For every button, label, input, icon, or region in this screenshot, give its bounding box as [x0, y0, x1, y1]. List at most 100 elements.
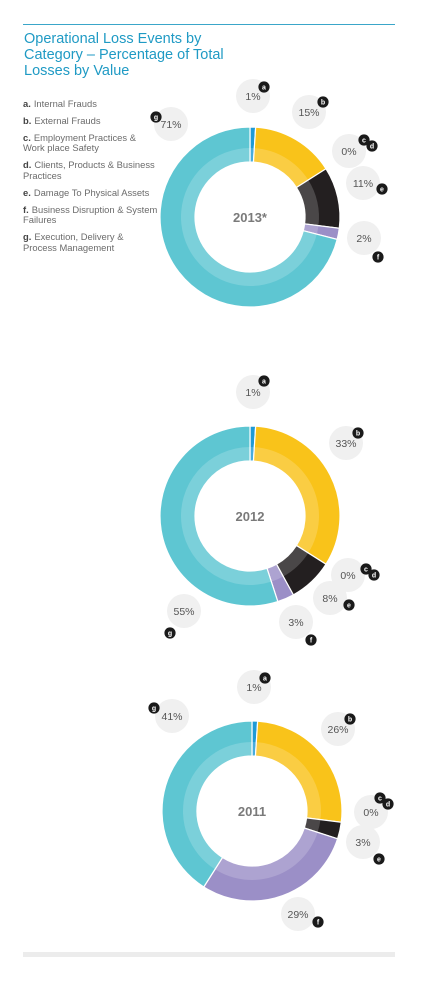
data-label-g: 41% [161, 711, 182, 723]
category-badge-f [305, 634, 317, 646]
category-badge-letter-f: f [317, 919, 320, 926]
label-bubble-e [346, 825, 380, 859]
legend-key: e. [23, 186, 31, 198]
category-badge-letter-f: f [377, 254, 380, 261]
top-rule [23, 24, 395, 25]
slice-e-inner-shade [296, 180, 319, 226]
data-label-b: 33% [335, 438, 356, 450]
category-badge-a [259, 672, 271, 684]
label-bubble-e [346, 166, 380, 200]
label-bubble-b [292, 95, 326, 129]
category-badge-letter-g: g [154, 114, 158, 121]
label-bubble-c [332, 134, 366, 168]
legend: a. Internal Frauds b. External Frauds c. Em… [23, 98, 158, 260]
category-badge-letter-c: c [362, 137, 366, 144]
category-badge-b [352, 427, 364, 439]
slice-g [159, 425, 279, 607]
data-label-a: 1% [245, 91, 260, 103]
donut-chart-2: 2011 1%a 26%b 0%cd 3% e 29% f 41% g [148, 670, 394, 931]
label-bubble-g [155, 699, 189, 733]
category-badge-e [373, 853, 385, 865]
category-badge-letter-e: e [377, 856, 381, 863]
category-badge-letter-b: b [321, 99, 325, 106]
slice-f-inner-shade [215, 827, 318, 880]
category-badge-letter-c: c [364, 566, 368, 573]
data-label-c: 0% [341, 146, 356, 158]
donut-chart-1: 2012 1%a 33%b 0% cd 8% e 3% f 55% g [159, 375, 380, 646]
category-badge-letter-a: a [262, 378, 266, 385]
data-label-f: 2% [356, 233, 371, 245]
data-label-g: 71% [160, 119, 181, 131]
chart-center-year: 2012 [236, 509, 265, 524]
data-label-e: 11% [353, 178, 373, 190]
category-badge-letter-g: g [152, 705, 156, 712]
data-label-c: 0% [340, 570, 355, 582]
data-label-g: 55% [173, 606, 194, 618]
slice-g [159, 126, 338, 308]
legend-item-f: f. Business Disruption & System Failures [23, 203, 158, 227]
slice-g [161, 720, 253, 888]
legend-label: Execution, Delivery & Process Management [23, 231, 124, 253]
category-badge-c [358, 134, 370, 146]
bottom-rule [23, 952, 395, 957]
category-badge-letter-b: b [356, 430, 360, 437]
legend-item-e: e. Damage To Physical Assets [23, 186, 158, 199]
label-bubble-g [154, 107, 188, 141]
slice-g-inner-shade [181, 447, 272, 586]
slice-e-inner-shade [276, 545, 309, 577]
category-badge-letter-e: e [347, 602, 351, 609]
label-bubble-c [331, 558, 365, 592]
category-badge-b [344, 713, 356, 725]
category-badge-e [343, 599, 355, 611]
label-bubble-g [167, 594, 201, 628]
page-title: Operational Loss Events by Category – Pe… [24, 31, 224, 79]
legend-label: Clients, Products & Business Practices [23, 159, 155, 181]
label-bubble-f [347, 221, 381, 255]
category-badge-a [258, 375, 270, 387]
legend-item-d: d. Clients, Products & Business Practices [23, 159, 158, 182]
category-badge-f [372, 251, 384, 263]
legend-key: a. [23, 98, 31, 109]
legend-label: Business Disruption & System Failures [23, 203, 158, 226]
category-badge-letter-e: e [380, 186, 384, 193]
category-badge-letter-a: a [263, 675, 267, 682]
category-badge-letter-g: g [168, 630, 172, 637]
data-label-a: 1% [245, 387, 260, 399]
legend-key: b. [23, 114, 32, 126]
category-badge-e [376, 183, 388, 195]
category-badge-letter-d: d [372, 572, 376, 579]
label-bubble-e [313, 581, 347, 615]
label-bubble-f [281, 897, 315, 931]
slice-f-inner-shade [266, 564, 284, 582]
legend-label: Employment Practices & Work place Safety [23, 131, 136, 154]
legend-label: Damage To Physical Assets [33, 186, 150, 198]
category-badge-d [382, 798, 394, 810]
legend-item-g: g. Execution, Delivery & Process Manageme… [23, 231, 158, 254]
slice-g-inner-shade [183, 742, 252, 870]
data-label-f: 3% [288, 617, 303, 629]
chart-center-year: 2013* [233, 210, 268, 225]
category-badge-g [148, 702, 160, 714]
category-badge-letter-d: d [370, 143, 374, 150]
data-label-a: 1% [246, 682, 261, 694]
legend-key: g. [23, 231, 32, 243]
category-badge-c [374, 792, 386, 804]
label-bubble-f [279, 605, 313, 639]
data-label-e: 3% [355, 837, 370, 849]
data-label-b: 26% [327, 724, 348, 736]
legend-key: d. [23, 159, 32, 171]
slice-b-inner-shade [253, 148, 309, 188]
chart-center-year: 2011 [238, 804, 266, 819]
legend-key: f. [23, 203, 29, 215]
category-badge-g [164, 627, 176, 639]
legend-label: External Frauds [34, 114, 101, 126]
data-label-f: 29% [287, 909, 308, 921]
data-label-b: 15% [298, 107, 319, 119]
data-label-c: 0% [363, 807, 378, 819]
donut-chart-0: 2013* 1%a 15%b 0% cd 11% e 2% f 71%g [150, 79, 388, 308]
data-label-e: 8% [322, 593, 337, 605]
category-badge-letter-a: a [262, 84, 266, 91]
legend-key: c. [23, 131, 31, 143]
slice-b-inner-shade [253, 447, 319, 553]
